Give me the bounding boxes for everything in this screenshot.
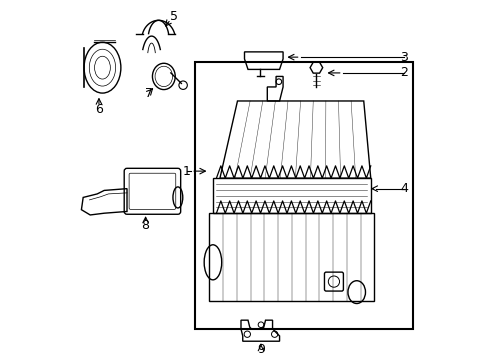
Text: 4: 4 <box>399 182 407 195</box>
Text: 3: 3 <box>399 51 407 64</box>
Text: 1: 1 <box>183 165 190 177</box>
Text: 6: 6 <box>95 103 102 116</box>
Text: 8: 8 <box>142 219 149 232</box>
Text: 7: 7 <box>145 87 153 100</box>
Text: 5: 5 <box>170 10 178 23</box>
Text: 9: 9 <box>257 343 264 356</box>
Text: 2: 2 <box>399 67 407 80</box>
Bar <box>195 62 412 329</box>
